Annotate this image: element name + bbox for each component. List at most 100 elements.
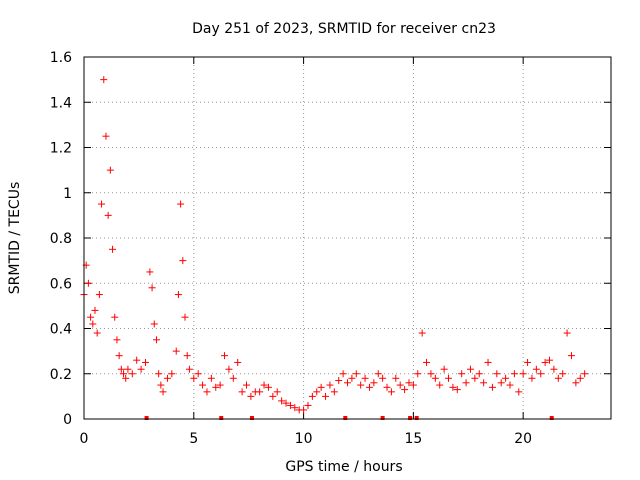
data-point — [572, 379, 580, 387]
data-point — [194, 370, 202, 378]
data-point — [100, 76, 108, 84]
data-point — [113, 336, 121, 344]
data-point — [365, 383, 373, 391]
data-point — [120, 370, 128, 378]
data-point — [352, 370, 360, 378]
data-point — [317, 383, 325, 391]
data-point — [264, 383, 272, 391]
data-point — [409, 381, 417, 389]
data-point — [330, 388, 338, 396]
data-point — [308, 392, 316, 400]
data-point — [436, 381, 444, 389]
data-point — [449, 383, 457, 391]
data-point — [300, 406, 308, 414]
data-point — [282, 399, 290, 407]
data-point — [278, 397, 286, 405]
x-axis-label: GPS time / hours — [285, 459, 402, 475]
y-tick-label: 1 — [63, 186, 72, 202]
data-point — [216, 381, 224, 389]
data-point — [546, 356, 554, 364]
data-point — [137, 365, 145, 373]
y-tick-label: 0.2 — [50, 367, 72, 383]
data-point — [387, 388, 395, 396]
data-point — [111, 313, 119, 321]
data-point — [89, 320, 97, 328]
data-point — [221, 352, 229, 360]
data-point — [427, 370, 435, 378]
plot-frame — [83, 56, 612, 420]
data-point — [179, 257, 187, 265]
data-point — [93, 329, 101, 337]
data-point — [559, 370, 567, 378]
data-point — [532, 365, 540, 373]
data-point — [238, 388, 246, 396]
x-tick-label: 5 — [189, 431, 198, 447]
data-point — [567, 352, 575, 360]
data-point — [423, 358, 431, 366]
x-tick-label: 20 — [514, 431, 532, 447]
data-point — [550, 365, 558, 373]
data-point — [466, 365, 474, 373]
data-point — [172, 347, 180, 355]
data-point — [502, 374, 510, 382]
data-point — [286, 401, 294, 409]
data-point — [304, 401, 312, 409]
data-point — [379, 374, 387, 382]
data-point — [133, 356, 141, 364]
data-point — [541, 358, 549, 366]
data-point — [339, 370, 347, 378]
data-point — [484, 358, 492, 366]
y-axis-label: SRMTID / TECUs — [7, 182, 23, 295]
data-point — [431, 374, 439, 382]
data-point — [177, 200, 185, 208]
data-point — [519, 370, 527, 378]
y-tick-label: 0.8 — [50, 231, 72, 247]
data-point — [229, 374, 237, 382]
x-tick-label: 10 — [295, 431, 313, 447]
chart-title: Day 251 of 2023, SRMTID for receiver cn2… — [192, 21, 496, 37]
data-point — [106, 166, 114, 174]
data-point — [183, 352, 191, 360]
data-point — [440, 365, 448, 373]
data-point — [344, 379, 351, 387]
data-point — [537, 370, 545, 378]
data-point — [335, 377, 343, 385]
data-point — [515, 388, 523, 396]
data-point — [480, 379, 488, 387]
data-point — [91, 306, 99, 314]
data-point — [488, 383, 496, 391]
x-tick-label: 15 — [404, 431, 422, 447]
data-point — [510, 370, 518, 378]
data-point — [155, 370, 163, 378]
data-point — [207, 374, 215, 382]
data-point — [157, 381, 165, 389]
baseline-marker — [343, 416, 348, 420]
data-point — [374, 370, 382, 378]
data-point — [576, 374, 584, 382]
data-point — [392, 374, 400, 382]
data-point — [117, 365, 125, 373]
baseline-marker — [219, 416, 224, 420]
data-point — [185, 365, 193, 373]
data-point — [475, 370, 483, 378]
data-point — [84, 279, 92, 287]
grid — [84, 57, 611, 419]
data-point — [98, 200, 106, 208]
y-tick-label: 0 — [63, 412, 72, 428]
data-point — [524, 358, 532, 366]
x-tick-label: 0 — [80, 431, 89, 447]
data-point — [396, 381, 404, 389]
data-point — [234, 358, 242, 366]
data-point — [174, 291, 182, 299]
data-point — [128, 370, 136, 378]
data-point — [273, 388, 281, 396]
data-point — [199, 381, 207, 389]
data-point — [291, 404, 299, 412]
data-point — [102, 132, 110, 140]
data-point — [418, 329, 426, 337]
baseline-marker — [414, 416, 419, 420]
data-point — [445, 374, 453, 382]
data-point — [260, 381, 268, 389]
data-point — [326, 381, 334, 389]
data-point — [150, 320, 158, 328]
